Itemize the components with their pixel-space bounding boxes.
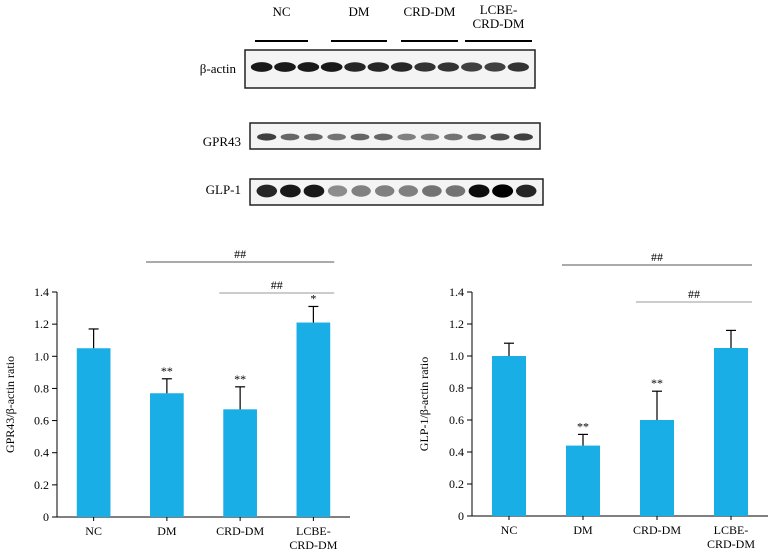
significance-mark: ** (161, 364, 173, 378)
blot-band (351, 185, 371, 197)
category-label: NC (501, 523, 518, 537)
blot-band (461, 62, 483, 72)
blot-band (297, 62, 320, 72)
blot-band (513, 133, 533, 141)
blot-band (280, 133, 300, 141)
category-label: LCBE-CRD-DM (707, 523, 755, 551)
blot-band (327, 133, 346, 141)
category-label: CRD-DM (633, 523, 681, 537)
significance-mark: ** (234, 372, 246, 386)
blot-band (367, 62, 390, 72)
glp1-ratio-chart: 0 0.2 0.4 0.6 0.8 1.0 1.2 1.4 GLP-1/β-actin rati… (417, 250, 768, 551)
bar (150, 393, 184, 517)
blot-row-label: GLP-1 (206, 182, 241, 197)
y-tick-label: 1.0 (34, 349, 49, 363)
category-label: DM (157, 524, 177, 538)
bar (565, 445, 601, 516)
blot-band (390, 62, 413, 72)
blot-band (256, 184, 278, 198)
y-tick-label: 0.8 (449, 381, 464, 395)
significance-mark: ** (577, 419, 589, 433)
blot-band (374, 185, 395, 197)
bracket-label: ## (651, 250, 663, 264)
category-label: CRD-DM (216, 524, 264, 538)
blot-band (350, 133, 370, 141)
y-tick-label: 0.4 (34, 446, 49, 460)
significance-mark: ** (651, 376, 663, 390)
bracket-label: ## (234, 247, 246, 261)
bar (76, 348, 111, 517)
y-tick-label: 0.4 (449, 445, 464, 459)
blot-band (398, 185, 419, 197)
blot-band (468, 184, 490, 198)
y-axis-title: GLP-1/β-actin ratio (417, 357, 431, 451)
blot-band (507, 62, 530, 72)
blot-band (490, 133, 510, 141)
bar (639, 420, 675, 516)
blot-row-label: GPR43 (203, 134, 241, 149)
gpr43-ratio-chart: 0 0.2 0.4 0.6 0.8 1.0 1.2 1.4 GPR43/β-actin rati… (3, 247, 350, 552)
blot-group-label: CRD-DM (403, 4, 455, 19)
y-tick-label: 0 (458, 509, 464, 523)
bar (296, 322, 331, 517)
blot-band (280, 184, 301, 198)
blot-band (444, 133, 463, 141)
y-tick-label: 0.6 (449, 413, 464, 427)
y-tick-label: 1.2 (449, 317, 464, 331)
y-axis-title: GPR43/β-actin ratio (3, 356, 17, 453)
y-tick-label: 1.0 (449, 349, 464, 363)
blot-band (484, 62, 506, 72)
y-tick-label: 0.2 (449, 477, 464, 491)
blot-band (250, 62, 273, 72)
blot-band (274, 62, 296, 72)
blot-group-label: DM (349, 4, 370, 19)
blot-band (515, 184, 537, 198)
blot-band (414, 62, 436, 72)
y-tick-label: 0.6 (34, 414, 49, 428)
blot-group-label: NC (272, 4, 290, 19)
y-tick-label: 1.2 (34, 317, 49, 331)
bracket-label: ## (688, 287, 700, 301)
blot-band (257, 133, 277, 141)
y-tick-label: 0 (43, 510, 49, 524)
blot-band (303, 184, 325, 198)
y-tick-label: 0.2 (34, 478, 49, 492)
western-blot-panel: NC DM CRD-DM LCBE-CRD-DM β-actin GPR43 GLP-1 (200, 2, 544, 206)
y-tick-label: 0.8 (34, 381, 49, 395)
bar (713, 348, 749, 516)
blot-band (437, 62, 460, 72)
blot-band (397, 133, 416, 141)
blot-band (303, 133, 323, 141)
y-tick-label: 1.4 (34, 285, 49, 299)
category-label: NC (85, 524, 102, 538)
blot-band (467, 133, 487, 141)
category-label: LCBE-CRD-DM (289, 524, 337, 552)
blot-band (420, 133, 440, 141)
significance-mark: * (310, 291, 316, 305)
bar (223, 409, 257, 517)
blot-band (327, 185, 348, 197)
blot-band (492, 184, 514, 198)
bar (491, 356, 527, 516)
blot-band (373, 133, 393, 141)
blot-band (445, 185, 466, 197)
y-tick-label: 1.4 (449, 285, 464, 299)
blot-group-label: LCBE-CRD-DM (472, 2, 524, 31)
blot-band (422, 185, 442, 197)
blot-row-label: β-actin (200, 61, 237, 76)
bracket-label: ## (271, 278, 283, 292)
blot-band (320, 62, 343, 72)
blot-band (344, 62, 366, 72)
category-label: DM (573, 523, 593, 537)
